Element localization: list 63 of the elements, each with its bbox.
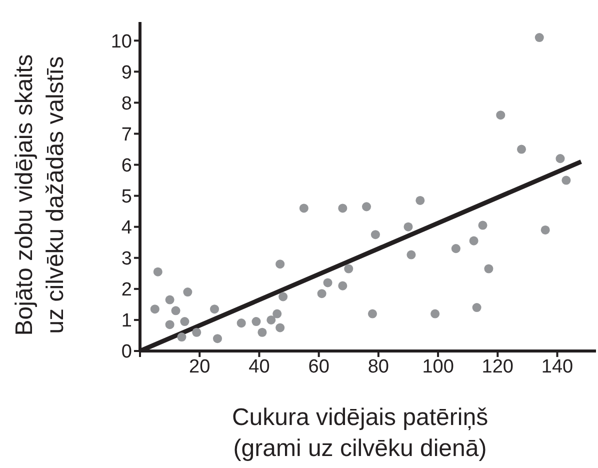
point — [430, 309, 440, 318]
point — [338, 281, 348, 290]
point — [177, 332, 186, 342]
point — [478, 220, 488, 230]
y-tick-label: 5 — [121, 186, 132, 208]
x-tick-label: 80 — [368, 356, 389, 378]
y-tick-label: 9 — [121, 62, 132, 84]
point — [276, 323, 285, 332]
point — [469, 236, 478, 246]
point — [266, 315, 276, 324]
point — [252, 317, 261, 326]
point — [212, 334, 222, 344]
point — [150, 304, 160, 314]
x-tick-label: 140 — [541, 356, 574, 378]
point — [534, 33, 544, 42]
point — [299, 204, 308, 213]
point — [370, 230, 380, 240]
point — [406, 250, 416, 260]
point — [362, 202, 372, 212]
point — [338, 204, 348, 213]
y-tick-label: 3 — [121, 248, 132, 270]
point — [562, 176, 571, 185]
point — [317, 289, 326, 298]
point — [516, 144, 526, 154]
x-axis-title: Cukura vidējais patēriņš (grami uz cilvēku dienā) — [232, 404, 488, 462]
y-tick-label: 7 — [121, 124, 132, 146]
point — [183, 288, 192, 297]
y-tick-label: 0 — [121, 342, 132, 363]
point — [276, 260, 285, 269]
point — [192, 328, 202, 337]
point — [165, 295, 174, 304]
y-tick-label: 10 — [110, 31, 132, 52]
x-tick-label: 20 — [189, 356, 210, 378]
point — [416, 196, 425, 205]
point — [210, 304, 220, 314]
point — [451, 244, 460, 254]
point — [171, 306, 180, 316]
point — [323, 278, 332, 288]
point — [153, 267, 162, 276]
point — [344, 264, 354, 274]
point — [540, 225, 550, 234]
y-tick-label: 1 — [121, 310, 132, 332]
point — [472, 303, 482, 312]
x-tick-label: 120 — [482, 356, 514, 378]
point — [278, 292, 288, 302]
point — [258, 328, 267, 337]
x-tick-label: 40 — [248, 356, 270, 378]
point — [496, 110, 506, 120]
point — [180, 317, 190, 326]
x-tick-label: 60 — [308, 356, 330, 378]
y-tick-label: 8 — [121, 93, 132, 114]
y-axis-title: Bojāto zobu vidējais skaits uz cilvēku dažādās valstīs — [11, 54, 69, 336]
point — [272, 309, 282, 318]
y-tick-label: 6 — [121, 156, 132, 177]
y-tick-label: 2 — [121, 280, 132, 301]
point — [484, 264, 494, 274]
point — [165, 320, 174, 330]
x-tick-label: 100 — [422, 356, 454, 378]
point — [556, 154, 565, 164]
point — [236, 318, 246, 328]
point — [368, 309, 377, 318]
point — [404, 222, 413, 232]
y-tick-label: 4 — [121, 218, 132, 239]
